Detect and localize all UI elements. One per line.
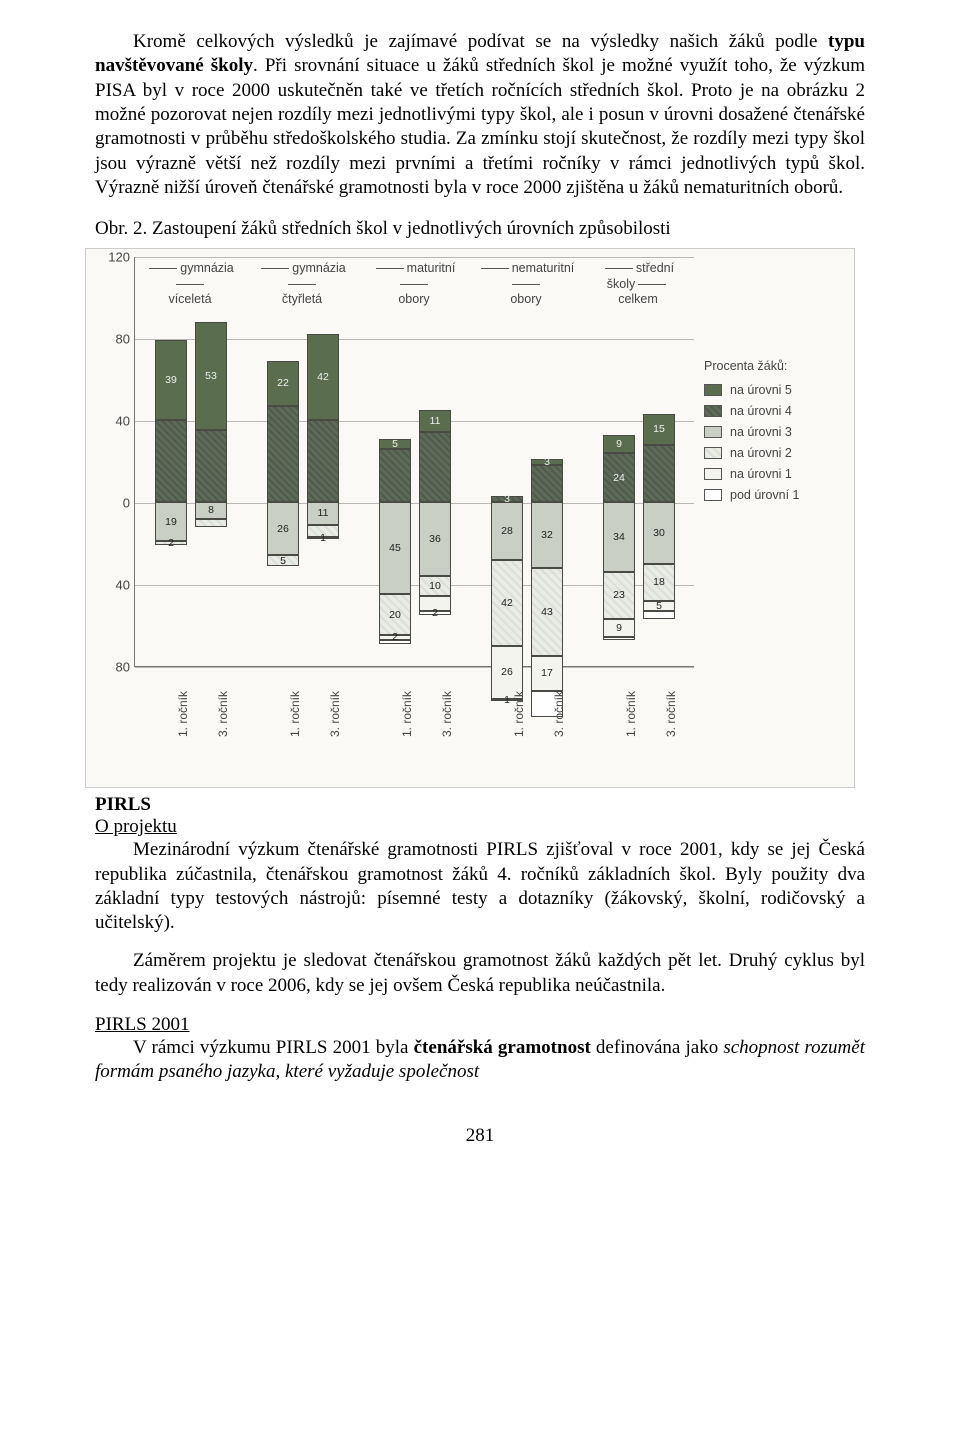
bar-segment: 42 (491, 560, 523, 646)
bar-segment (307, 420, 339, 502)
x-label: 1. ročník (176, 691, 190, 737)
bar-segment: 30 (643, 502, 675, 564)
bar-segment: 45 (379, 502, 411, 594)
bar-segment (379, 640, 411, 644)
bar-segment: 11 (419, 410, 451, 433)
bar-segment: 26 (267, 502, 299, 555)
legend-item: pod úrovní 1 (704, 488, 846, 502)
bar-segment: 20 (379, 594, 411, 635)
legend-item: na úrovni 1 (704, 467, 846, 481)
bar-segment: 15 (643, 414, 675, 445)
x-label: 3. ročník (328, 691, 342, 737)
bar-segment: 8 (195, 502, 227, 518)
figure-caption: Obr. 2. Zastoupení žáků středních škol v… (95, 218, 865, 240)
legend-item: na úrovni 5 (704, 383, 846, 397)
bar: 92434239 (603, 256, 635, 666)
paragraph-3: Záměrem projektu je sledovat čtenářskou … (95, 949, 865, 998)
group-title: nematuritníobory (476, 261, 576, 308)
x-label: 1. ročník (400, 691, 414, 737)
bar-segment: 23 (603, 572, 635, 619)
y-tick: 80 (86, 660, 130, 675)
group-title: střední školycelkem (588, 261, 688, 308)
bar-segment (419, 432, 451, 502)
bar-segment: 36 (419, 502, 451, 576)
paragraph-4: V rámci výzkumu PIRLS 2001 byla čtenářsk… (95, 1036, 865, 1085)
group-title: gymnáziavíceletá (140, 261, 240, 308)
pirls-heading: PIRLS (95, 794, 865, 816)
paragraph-1: Kromě celkových výsledků je zajímavé pod… (95, 30, 865, 200)
legend-title: Procenta žáků: (704, 359, 846, 373)
bar: 39 192 (155, 256, 187, 666)
bar-segment (267, 406, 299, 502)
bar-segment (531, 465, 563, 502)
bar-segment (603, 637, 635, 639)
x-label: 1. ročník (288, 691, 302, 737)
bar-segment (643, 611, 675, 619)
bar-segment (643, 445, 675, 502)
bar: 11 3610 2 (419, 256, 451, 666)
y-tick: 0 (86, 496, 130, 511)
y-tick: 80 (86, 332, 130, 347)
x-label: 3. ročník (664, 691, 678, 737)
o-projektu-heading: O projektu (95, 816, 865, 838)
bar: 22 265 (267, 256, 299, 666)
bar-segment: 9 (603, 619, 635, 637)
bar-segment: 2 (419, 611, 451, 615)
bar-segment: 11 (307, 502, 339, 525)
bar-segment: 10 (419, 576, 451, 597)
bar-segment: 5 (643, 601, 675, 611)
x-label: 1. ročník (624, 691, 638, 737)
bar: 15 30185 (643, 256, 675, 666)
bar-segment: 17 (531, 656, 563, 691)
bar-segment: 28 (491, 502, 523, 559)
pirls-2001-heading: PIRLS 2001 (95, 1014, 865, 1036)
bar-segment: 9 (603, 435, 635, 453)
bar-segment: 53 (195, 322, 227, 431)
bar: 3324317 (531, 256, 563, 666)
bar-segment (379, 449, 411, 502)
chart-legend: Procenta žáků: na úrovni 5 na úrovni 4 na … (704, 359, 846, 509)
bar-segment (155, 420, 187, 502)
group-title: gymnáziačtyřletá (252, 261, 352, 308)
bar-segment: 32 (531, 502, 563, 568)
chart-figure-2: 3919253822265421115452021136102328422613… (85, 248, 855, 788)
bar-segment: 18 (643, 564, 675, 601)
bar: 42111 (307, 256, 339, 666)
paragraph-2: Mezinárodní výzkum čtenářské gramotnosti… (95, 838, 865, 935)
bar: 545202 (379, 256, 411, 666)
legend-item: na úrovni 3 (704, 425, 846, 439)
legend-item: na úrovni 4 (704, 404, 846, 418)
bar: 32842261 (491, 256, 523, 666)
y-tick: 40 (86, 414, 130, 429)
group-title: maturitníobory (364, 261, 464, 308)
x-label: 3. ročník (440, 691, 454, 737)
x-label: 3. ročník (216, 691, 230, 737)
legend-item: na úrovni 2 (704, 446, 846, 460)
bar-segment: 19 (155, 502, 187, 541)
x-label: 1. ročník (512, 691, 526, 737)
page-number: 281 (95, 1125, 865, 1147)
bar-segment: 43 (531, 568, 563, 656)
bar-segment: 1 (307, 537, 339, 539)
x-label: 3. ročník (552, 691, 566, 737)
bar-segment (195, 430, 227, 502)
bar-segment: 42 (307, 334, 339, 420)
bar: 53 8 (195, 256, 227, 666)
bar-segment: 24 (603, 453, 635, 502)
bar-segment: 2 (155, 541, 187, 545)
bar-segment: 22 (267, 361, 299, 406)
bar-segment: 39 (155, 340, 187, 420)
bar-segment (195, 519, 227, 527)
y-tick: 40 (86, 578, 130, 593)
y-tick: 120 (86, 250, 130, 265)
bar-segment: 5 (379, 439, 411, 449)
bar-segment: 34 (603, 502, 635, 572)
bar-segment: 5 (267, 555, 299, 565)
